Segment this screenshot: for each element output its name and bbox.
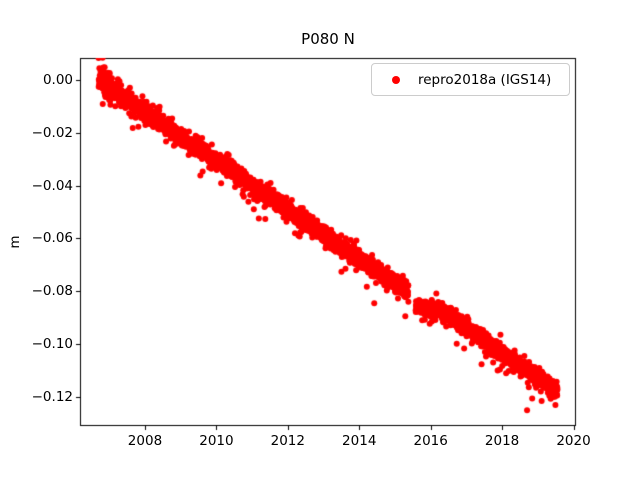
x-tick-label: 2020 (556, 433, 591, 449)
x-tick-label: 2010 (199, 433, 234, 449)
y-tick-label: −0.12 (31, 388, 73, 405)
y-tick-label: 0.00 (42, 71, 73, 88)
legend: repro2018a (IGS14) (371, 63, 570, 96)
x-tick-label: 2018 (484, 433, 520, 449)
y-tick-label: −0.02 (31, 124, 73, 141)
y-tick-label: −0.04 (31, 177, 73, 194)
x-tick-label: 2016 (413, 433, 448, 449)
x-tick-label: 2014 (342, 433, 377, 449)
legend-label: repro2018a (IGS14) (418, 71, 552, 88)
y-tick-label: −0.06 (31, 230, 73, 247)
legend-dot-icon (392, 75, 400, 84)
y-tick-label: −0.08 (31, 283, 73, 300)
x-tick-label: 2012 (270, 433, 305, 449)
x-tick-label: 2008 (127, 433, 163, 449)
y-tick-label: −0.10 (31, 336, 73, 353)
y-axis-label: m (7, 235, 23, 249)
plot-title: P080 N (301, 30, 355, 48)
